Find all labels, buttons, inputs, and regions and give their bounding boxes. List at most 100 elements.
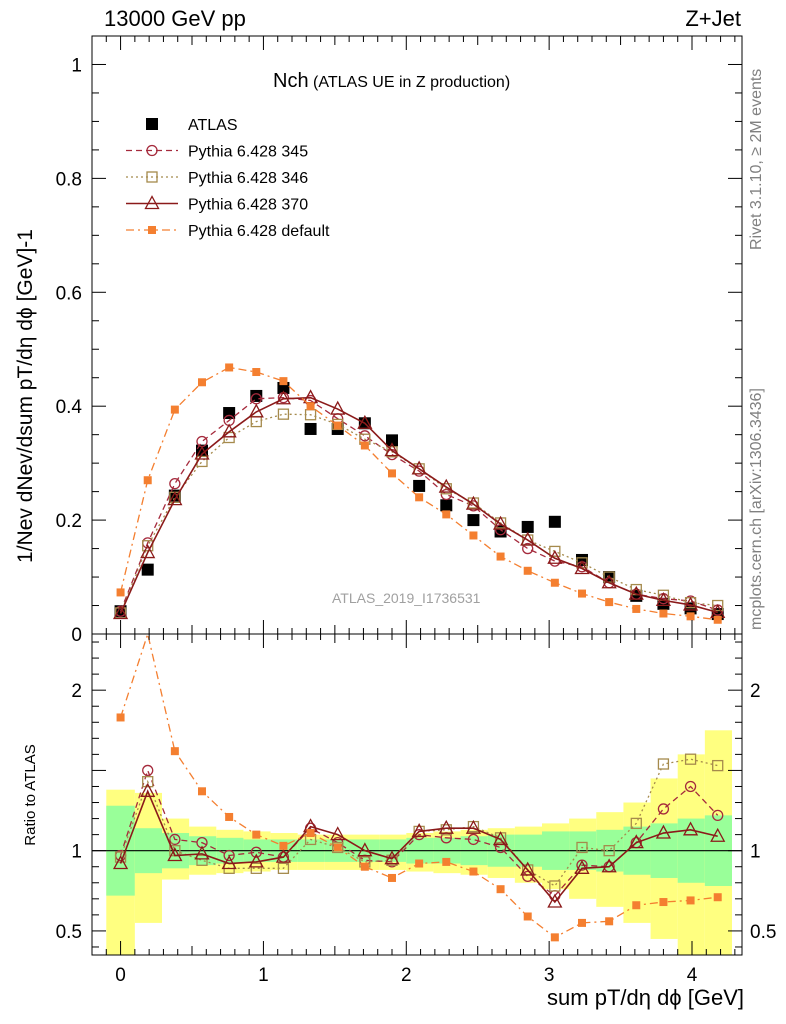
ratio-point xyxy=(523,912,532,921)
main-point xyxy=(304,422,317,435)
main-point xyxy=(523,566,532,575)
ratio-point xyxy=(657,803,670,815)
ratio-point xyxy=(415,859,424,868)
legend-marker xyxy=(144,195,160,210)
ratio-point xyxy=(252,830,261,839)
ratio-y-tick-label: 0.5 xyxy=(56,922,82,943)
ratio-point xyxy=(550,933,559,942)
x-tick-label: 4 xyxy=(687,965,698,986)
ratio-point xyxy=(277,862,290,874)
ratio-point xyxy=(142,776,154,788)
main-point xyxy=(467,514,480,527)
main-point xyxy=(413,479,426,492)
y-axis-label-main: 1/Nev dNev/dsum pT/dη dϕ [GeV]-1 xyxy=(14,229,37,563)
header-right: Z+Jet xyxy=(685,6,741,31)
ratio-y-tick-label-right: 1 xyxy=(750,842,761,863)
x-tick-label: 1 xyxy=(258,965,269,986)
legend-entry: Pythia 6.428 345 xyxy=(126,144,308,161)
ratio-point xyxy=(223,849,235,862)
ratio-point xyxy=(169,833,181,846)
main-point xyxy=(469,531,478,540)
legend-label: Pythia 6.428 346 xyxy=(188,170,308,187)
ratio-point xyxy=(603,845,615,857)
main-point xyxy=(194,445,210,460)
main-point xyxy=(659,609,668,618)
ratio-point xyxy=(576,841,588,854)
ratio-point xyxy=(388,873,396,882)
x-tick-label: 0 xyxy=(115,965,126,986)
main-point xyxy=(112,605,129,620)
ratio-point xyxy=(659,898,668,907)
ratio-point xyxy=(198,787,206,796)
legend-marker xyxy=(146,118,158,130)
main-point xyxy=(601,574,617,589)
ratio-frame xyxy=(91,633,743,956)
ratio-point xyxy=(384,850,400,865)
main-point xyxy=(141,563,154,576)
ratio-point xyxy=(250,846,262,858)
main-point xyxy=(713,615,722,624)
main-point xyxy=(605,598,614,607)
ratio-point xyxy=(438,819,454,834)
ratio-point xyxy=(686,896,695,905)
y-tick-label: 0.4 xyxy=(56,397,83,418)
plot-title: Nch (ATLAS UE in Z production) xyxy=(273,70,510,93)
main-point xyxy=(549,545,561,558)
y-tick-label: 0.2 xyxy=(56,511,82,532)
main-point xyxy=(547,549,563,564)
main-point xyxy=(628,585,644,600)
main-point xyxy=(169,477,181,490)
main-point xyxy=(548,515,561,528)
ratio-point xyxy=(250,862,262,874)
legend-entry: Pythia 6.428 346 xyxy=(126,170,308,187)
y-tick-label: 0.8 xyxy=(56,169,82,190)
ratio-point xyxy=(520,861,536,876)
main-point xyxy=(384,442,400,457)
main-series-line xyxy=(119,396,718,614)
ratio-point xyxy=(442,857,451,866)
main-series-line xyxy=(119,396,718,612)
main-point xyxy=(686,612,695,621)
x-tick-label: 2 xyxy=(401,965,412,986)
ratio-point xyxy=(225,812,234,821)
main-point xyxy=(167,491,183,506)
main-point xyxy=(357,414,373,429)
main-point xyxy=(411,460,427,475)
ratio-point xyxy=(684,753,697,765)
main-point xyxy=(330,400,346,415)
ratio-point xyxy=(467,833,480,846)
main-point xyxy=(143,476,152,485)
main-point xyxy=(333,421,342,430)
main-point xyxy=(142,540,154,552)
main-point xyxy=(578,589,586,598)
main-point xyxy=(415,493,424,502)
ratio-point xyxy=(279,841,288,850)
main-point xyxy=(221,423,237,438)
main-point xyxy=(116,588,125,597)
ratio-point xyxy=(712,809,724,822)
ratio-point xyxy=(140,782,156,797)
header-left: 13000 GeV pp xyxy=(104,6,246,31)
main-point xyxy=(712,599,724,612)
ratio-point xyxy=(549,880,561,892)
ratio-point xyxy=(196,854,208,866)
ratio-point xyxy=(465,819,482,834)
ratio-point xyxy=(496,885,505,894)
main-point xyxy=(521,520,534,533)
ratio-point xyxy=(712,759,724,772)
main-point xyxy=(250,389,263,402)
main-point xyxy=(277,408,290,420)
ratio-point xyxy=(360,862,369,871)
plot-title-main: Nch xyxy=(273,70,309,92)
main-point xyxy=(465,495,482,510)
main-series-4 xyxy=(116,363,722,624)
main-point xyxy=(522,542,534,555)
ratio-point xyxy=(116,713,125,722)
ratio-point xyxy=(492,831,509,846)
ratio-point xyxy=(167,847,183,862)
main-point xyxy=(440,499,453,512)
main-point xyxy=(140,544,156,559)
main-point xyxy=(275,390,292,405)
plot-title-sub: (ATLAS UE in Z production) xyxy=(313,74,511,91)
